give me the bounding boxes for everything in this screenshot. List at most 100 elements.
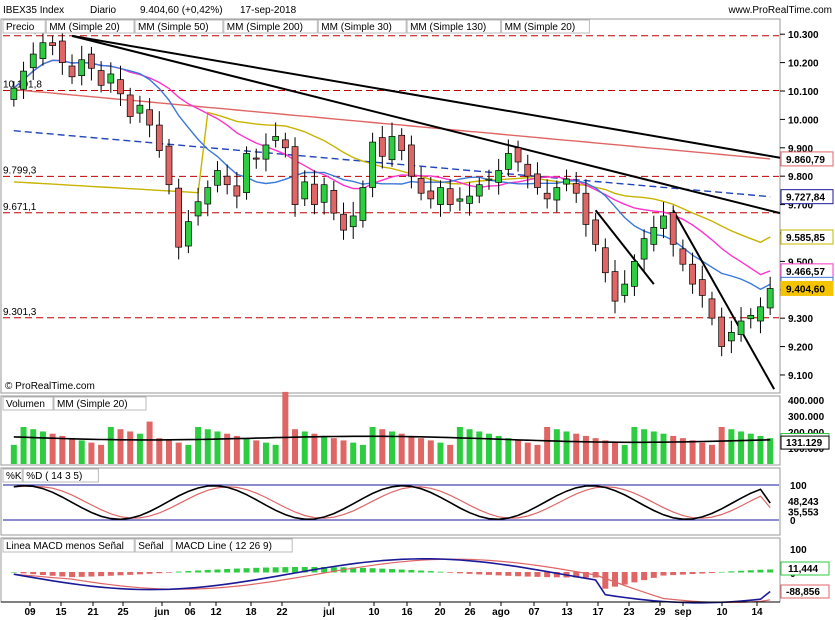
macd-histogram-bar [224, 569, 231, 573]
volume-bar [282, 391, 289, 464]
price-tick-label: 9.100 [788, 371, 813, 382]
volume-bar [165, 440, 172, 464]
price-legend-box [2, 19, 46, 34]
volume-bar [612, 442, 619, 464]
x-tick-label: 10 [368, 607, 380, 618]
stoch-d-line [13, 485, 771, 519]
stoch-legend-box [2, 468, 23, 483]
candle-body [601, 247, 609, 274]
mm30-line [13, 59, 771, 276]
volume-bar [728, 429, 735, 464]
price-value-tag [780, 229, 834, 245]
macd-histogram-bar [20, 572, 27, 574]
macd-histogram-bar [321, 567, 328, 573]
candle-body [146, 109, 153, 126]
x-tick-label: 23 [623, 607, 635, 618]
site-label: www.ProRealTime.com [727, 5, 832, 16]
volume-bar [621, 444, 628, 464]
candle-body [563, 178, 570, 185]
macd-histogram-bar [369, 568, 376, 573]
x-tick-label: 25 [117, 607, 129, 618]
volume-bar [456, 426, 463, 464]
candle-body [446, 188, 454, 205]
stochastic-layer [3, 484, 779, 521]
price-value-tag [780, 151, 834, 167]
period-label: Diario [90, 5, 117, 16]
macd-histogram-bar [515, 572, 522, 577]
axis-layer: 10.30010.20010.10010.0009.9009.8009.7009… [1, 30, 834, 618]
x-tick-label: 13 [561, 607, 573, 618]
volume-bar [262, 442, 269, 464]
instrument-label: IBEX35 Index [3, 5, 64, 16]
volume-bar [359, 444, 366, 464]
volume-bar [214, 431, 221, 464]
candle-body [495, 170, 503, 183]
macd-histogram-bar [350, 567, 357, 573]
macd-histogram-bar [670, 572, 677, 576]
price-legend-item: MM (Simple 50) [138, 22, 209, 33]
macd-histogram-bar [136, 572, 143, 575]
macd-value-tag [780, 561, 830, 576]
volume-bar [389, 431, 395, 464]
x-tick-label: 26 [464, 607, 476, 618]
macd-histogram-bar [602, 572, 609, 589]
volume-bar [156, 438, 163, 464]
macd-histogram-bar [78, 572, 85, 577]
candle-body [204, 187, 212, 205]
macd-histogram-bar [262, 567, 269, 573]
macd-histogram-bar [69, 572, 76, 578]
candle-body [572, 183, 580, 194]
volume-bar [311, 433, 318, 464]
volume-bar [195, 426, 202, 464]
level-label: 9.799,3 [3, 165, 37, 176]
price-tick-label: 9.700 [788, 201, 813, 212]
x-tick-label: 21 [87, 607, 99, 618]
volume-bar [253, 440, 260, 464]
x-tick-label: jul [322, 607, 335, 618]
volume-bar [427, 440, 434, 464]
volume-bar [330, 438, 337, 464]
candle-body [747, 314, 755, 320]
candle-body [175, 187, 183, 248]
volume-bar [59, 435, 66, 464]
candle-body [505, 153, 512, 170]
volume-bar [582, 435, 589, 464]
candle-body [155, 124, 163, 151]
candle-body [214, 170, 221, 186]
volume-bar [127, 431, 134, 464]
candle-body [126, 94, 134, 117]
volume-bar [136, 433, 143, 464]
price-legend-box [406, 19, 502, 34]
volume-layer [10, 391, 774, 464]
price-value-tag-label: 9.727,84 [786, 193, 825, 204]
x-tick-label: 20 [434, 607, 446, 618]
macd-histogram-bar [621, 572, 628, 585]
candle-body [524, 163, 532, 177]
candle-body [650, 226, 658, 245]
candle-body [698, 279, 706, 296]
candle-body [243, 153, 250, 194]
volume-bar [699, 442, 706, 464]
x-tick-label: 15 [55, 607, 67, 618]
macd-legend-item: Señal [138, 541, 164, 552]
candle-body [262, 144, 270, 160]
macd-layer [10, 558, 774, 604]
candle-body [233, 185, 241, 197]
volume-bar [689, 440, 696, 464]
price-value-tag [780, 189, 834, 205]
macd-histogram-bar [553, 572, 560, 578]
stoch-legend-box [22, 468, 99, 483]
candle-body [330, 190, 338, 214]
macd-histogram-bar [379, 568, 386, 573]
macd-histogram-bar [243, 568, 250, 573]
volume-bar [708, 444, 715, 464]
price-value-tag [780, 280, 834, 296]
volume-tick-label: 300.000 [788, 412, 825, 423]
macd-histogram-bar [505, 572, 512, 576]
date-label: 17-sep-2018 [240, 5, 297, 16]
price-legend-box [45, 19, 135, 34]
trendline-lower [71, 34, 781, 215]
macd-value-tag [780, 584, 830, 599]
stoch-legend-item: %K [6, 471, 22, 482]
candle-body [669, 212, 677, 245]
